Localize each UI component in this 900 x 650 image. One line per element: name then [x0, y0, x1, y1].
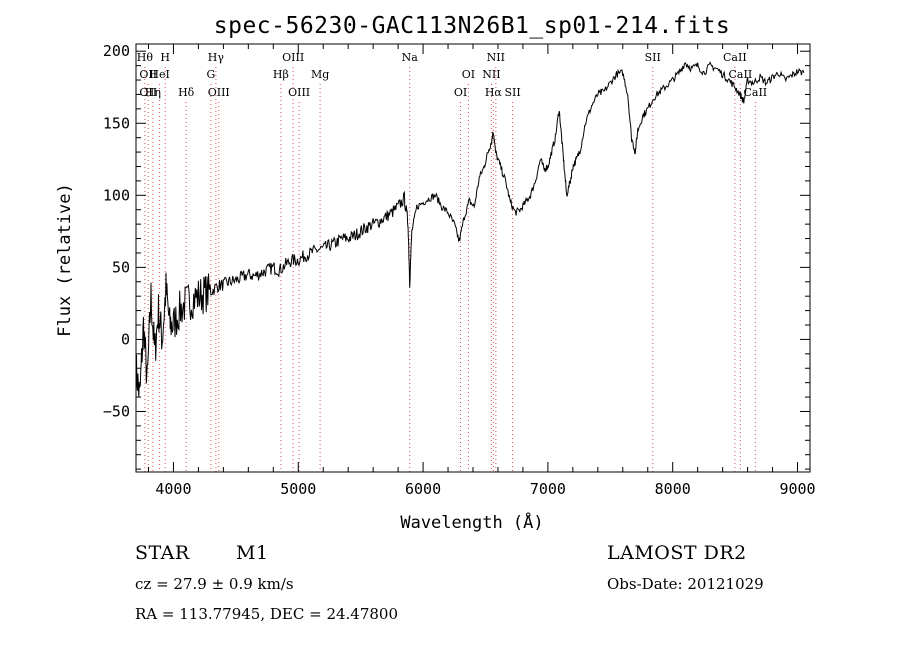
object-class: STAR [135, 542, 190, 564]
line-label: SII [504, 86, 520, 99]
line-label: CaII [723, 51, 747, 64]
line-label: CaII [743, 86, 767, 99]
ra-dec-coordinates: RA = 113.77945, DEC = 24.47800 [135, 605, 398, 623]
line-label: NII [482, 68, 500, 81]
line-label: SII [645, 51, 661, 64]
x-tick-label: 5000 [280, 480, 316, 498]
chart-title: spec-56230-GAC113N26B1_sp01-214.fits [214, 13, 731, 39]
line-label: NII [487, 51, 505, 64]
line-label: Hη [145, 86, 161, 99]
x-tick-label: 8000 [655, 480, 691, 498]
y-tick-label: 50 [112, 258, 130, 276]
line-label: Hα [485, 86, 503, 99]
survey-name: LAMOST DR2 [607, 542, 747, 564]
line-label: Na [402, 51, 419, 64]
x-tick-label: 4000 [155, 480, 191, 498]
line-label: G [206, 68, 215, 81]
line-label: HeI [149, 68, 169, 81]
y-tick-label: 0 [121, 330, 130, 348]
y-tick-label: 100 [103, 186, 130, 204]
x-tick-label: 7000 [530, 480, 566, 498]
line-label: Hδ [178, 86, 195, 99]
line-label: OIII [288, 86, 310, 99]
spectrum-chart: spec-56230-GAC113N26B1_sp01-214.fits Hθ O… [0, 0, 900, 540]
observation-date: Obs-Date: 20121029 [607, 575, 764, 593]
y-tick-label: −50 [103, 402, 130, 420]
line-label: Mg [311, 68, 329, 81]
axis-ticks: 4000 5000 6000 7000 8000 9000 −50 0 50 100 150 200 [103, 42, 816, 498]
object-subclass: M1 [236, 542, 269, 564]
plot-frame [136, 44, 810, 472]
line-label: OI [454, 86, 467, 99]
line-label: OI [462, 68, 475, 81]
line-label: Hγ [208, 51, 225, 64]
line-label: OIII [282, 51, 304, 64]
line-label: H [160, 51, 170, 64]
line-label: Hβ [273, 68, 289, 81]
line-label: CaII [729, 68, 753, 81]
line-label: OIII [208, 86, 230, 99]
emission-line-labels: HθOIIOIIHηHeIHHδGHγOIIIHβOIIIOIIIMgNaOIO… [137, 51, 767, 99]
redshift-cz: cz = 27.9 ± 0.9 km/s [135, 575, 294, 593]
y-tick-label: 200 [103, 42, 130, 60]
emission-line-markers [145, 67, 755, 472]
x-tick-label: 6000 [405, 480, 441, 498]
x-axis-label: Wavelength (Å) [400, 511, 543, 533]
y-tick-label: 150 [103, 114, 130, 132]
spectrum-line [136, 62, 804, 396]
x-tick-label: 9000 [779, 480, 815, 498]
y-axis-label: Flux (relative) [55, 183, 75, 337]
line-label: Hθ [137, 51, 154, 64]
